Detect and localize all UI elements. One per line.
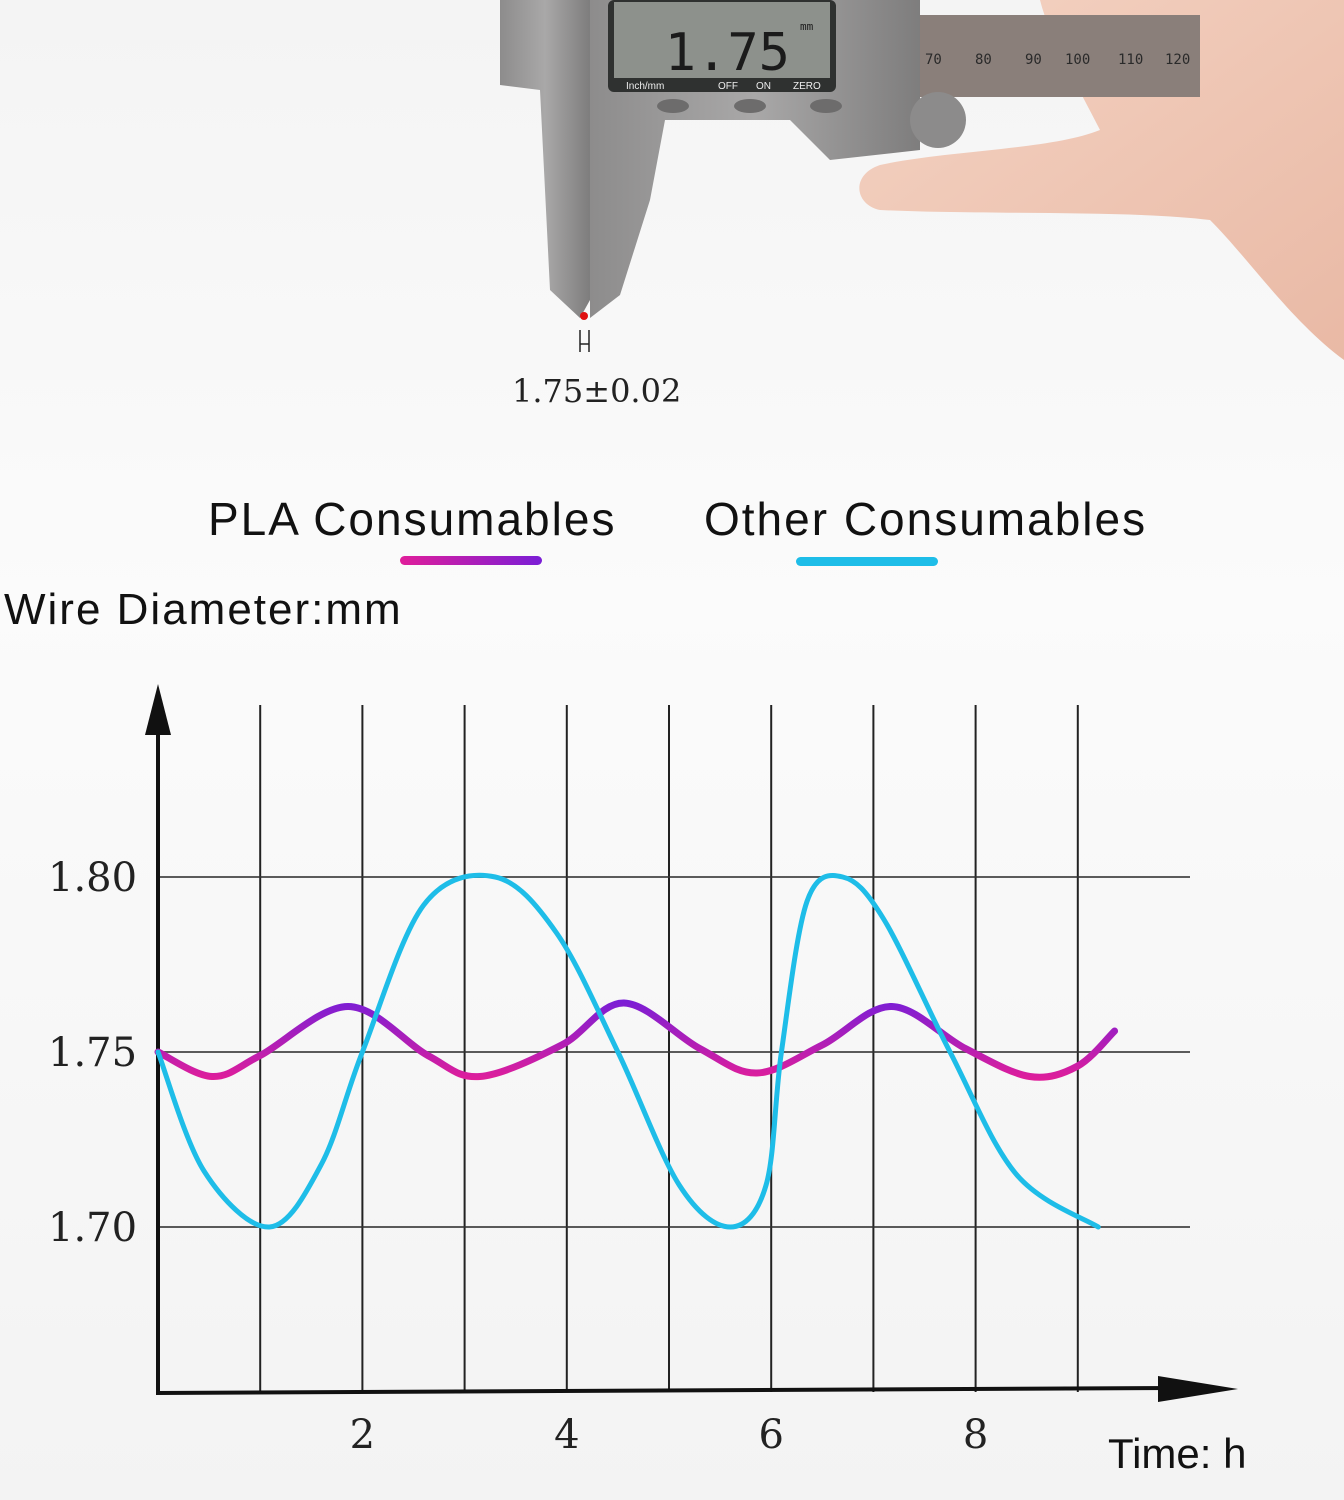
line-chart: 1.80 1.75 1.70 2 4 6 8 Time: h — [48, 684, 1246, 1477]
grid — [158, 705, 1190, 1392]
y-axis-arrow-icon — [145, 684, 171, 735]
x-tick-label: 4 — [554, 1412, 579, 1458]
y-tick-label: 1.75 — [48, 1030, 137, 1076]
x-tick-label: 6 — [758, 1412, 783, 1458]
scale-number: 70 — [925, 52, 942, 68]
y-tick-label: 1.70 — [48, 1205, 137, 1251]
button-label-zero: ZERO — [793, 81, 821, 92]
button-label-off: OFF — [718, 81, 738, 92]
legend-pla-swatch — [400, 556, 542, 565]
scale-number: 110 — [1118, 52, 1143, 68]
zero-button — [810, 99, 842, 113]
y-axis-label: Wire Diameter:mm — [4, 585, 403, 634]
legend-pla-label: PLA Consumables — [208, 493, 617, 545]
scale-number: 90 — [1025, 52, 1042, 68]
x-tick-label: 8 — [963, 1412, 988, 1458]
y-tick-label: 1.80 — [48, 855, 137, 901]
caliper-body: 1.75 mm Inch/mm OFF ON ZERO — [500, 0, 966, 352]
x-axis-arrow-icon — [1158, 1376, 1238, 1402]
inch-mm-button — [657, 99, 689, 113]
x-axis-label: Time: h — [1108, 1430, 1246, 1477]
x-tick-label: 2 — [350, 1412, 375, 1458]
series-lines — [154, 872, 1119, 1230]
on-off-button — [734, 99, 766, 113]
hand-illustration — [859, 0, 1344, 360]
lcd-unit: mm — [800, 20, 814, 33]
caliper-ruler: 70 80 90 100 110 120 — [910, 15, 1200, 97]
x-axis — [155, 1386, 1181, 1395]
button-label-inch-mm: Inch/mm — [626, 81, 664, 92]
legend-other-label: Other Consumables — [704, 493, 1148, 545]
ruler-scale-numbers: 70 80 90 100 110 120 — [925, 52, 1190, 68]
button-label-on: ON — [756, 81, 771, 92]
series-line-pla — [154, 999, 1119, 1081]
caliper-photo: 70 80 90 100 110 120 1.75 mm Inch/mm OFF… — [500, 0, 1344, 360]
series-line-other — [155, 872, 1101, 1230]
scale-number: 120 — [1165, 52, 1190, 68]
lcd-reading: 1.75 — [665, 23, 790, 83]
caliper-button-labels: Inch/mm OFF ON ZERO — [626, 81, 821, 92]
legend-other-swatch — [796, 557, 938, 566]
tolerance-label: 1.75±0.02 — [512, 372, 682, 410]
measure-point-marker — [580, 312, 588, 320]
scale-number: 100 — [1065, 52, 1090, 68]
gap-marker-icon — [579, 330, 590, 352]
scale-number: 80 — [975, 52, 992, 68]
ticks: 1.80 1.75 1.70 2 4 6 8 — [48, 855, 988, 1458]
